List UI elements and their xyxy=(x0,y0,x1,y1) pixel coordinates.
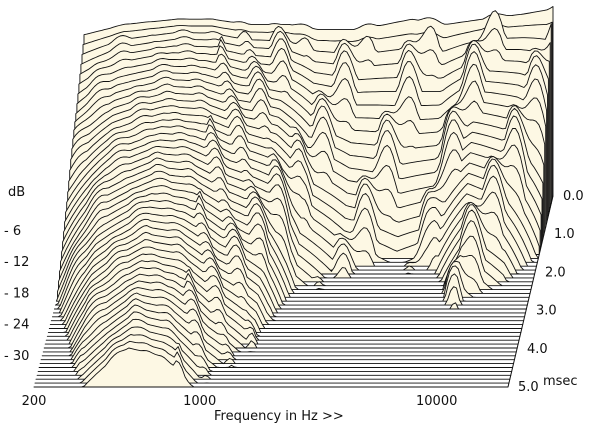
x-tick-label-0: 200 xyxy=(22,394,47,409)
time-tick-label-1: 1.0 xyxy=(554,227,575,242)
time-tick-label-5: 5.0 xyxy=(518,380,539,395)
time-tick-label-4: 4.0 xyxy=(527,342,548,357)
time-tick-label-3: 3.0 xyxy=(536,304,557,319)
time-axis-line xyxy=(507,195,554,388)
axis-labels: dB Frequency in Hz >> msec 200 1000 10000 -… xyxy=(4,185,584,424)
y-axis-label: dB xyxy=(8,185,25,200)
time-tick-label-2: 2.0 xyxy=(545,265,566,280)
time-axis-unit: msec xyxy=(543,374,578,389)
x-axis-label: Frequency in Hz >> xyxy=(214,409,344,424)
y-tick-label-2: - 18 xyxy=(4,286,29,301)
decay-slices xyxy=(33,6,554,388)
y-tick-label-1: - 12 xyxy=(4,255,29,270)
x-tick-label-1: 1000 xyxy=(183,394,216,409)
y-tick-label-4: - 30 xyxy=(4,349,29,364)
y-tick-label-3: - 24 xyxy=(4,318,29,333)
x-tick-label-2: 10000 xyxy=(416,394,457,409)
y-tick-label-0: - 6 xyxy=(4,224,21,239)
time-tick-label-0: 0.0 xyxy=(563,189,584,204)
axes xyxy=(34,195,554,388)
